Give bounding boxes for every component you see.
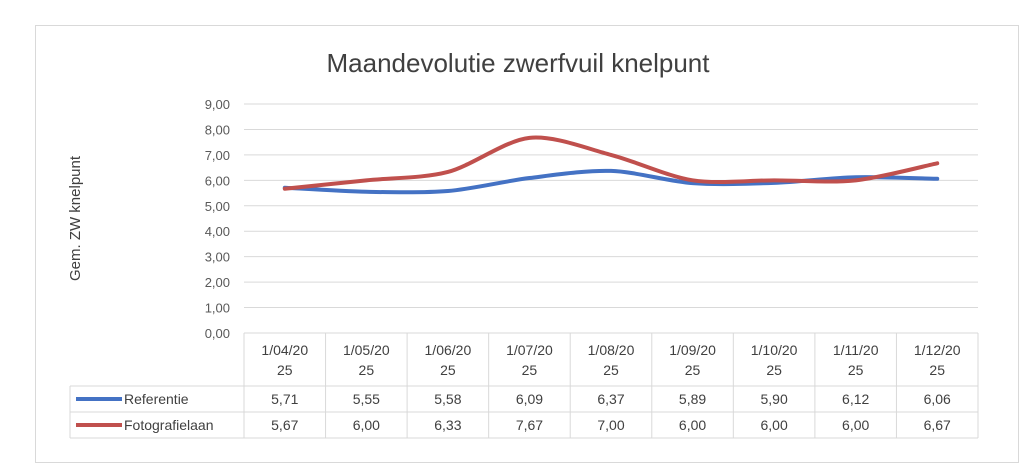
legend-label-referentie: Referentie [124,391,189,407]
y-tick-label: 6,00 [205,173,230,188]
data-label: 5,90 [760,391,787,407]
x-tick-label: 1/11/20 25 [833,342,879,378]
y-tick-labels: 0,00 1,00 2,00 3,00 4,00 5,00 6,00 7,00 8,00 9,00 [205,97,230,341]
data-label: 5,71 [271,391,298,407]
data-label: 5,55 [353,391,380,407]
series-line-referentie [282,168,940,195]
data-label: 6,33 [434,417,461,433]
y-tick-label: 2,00 [205,275,230,290]
y-tick-label: 1,00 [205,301,230,316]
x-tick-label: 1/12/20 25 [914,342,961,378]
data-label: 6,06 [924,391,951,407]
y-tick-label: 3,00 [205,250,230,265]
data-label: 5,89 [679,391,706,407]
y-tick-label: 4,00 [205,224,230,239]
data-label: 6,09 [516,391,543,407]
x-tick-label: 1/07/20 25 [506,342,553,378]
y-tick-label: 7,00 [205,148,230,163]
y-axis-label: Gem. ZW knelpunt [67,155,84,281]
chart-title: Maandevolutie zwerfvuil knelpunt [327,48,711,78]
y-tick-label: 8,00 [205,122,230,137]
x-tick-label: 1/06/20 25 [425,342,472,378]
y-tick-label: 5,00 [205,199,230,214]
data-label: 6,00 [842,417,869,433]
data-label: 6,00 [353,417,380,433]
x-tick-label: 1/09/20 25 [669,342,716,378]
x-tick-label: 1/10/20 25 [751,342,798,378]
chart-frame [35,25,1019,463]
data-label: 7,67 [516,417,543,433]
gridlines [244,103,978,334]
data-label: 6,12 [842,391,869,407]
data-label: 6,00 [679,417,706,433]
x-tick-label: 1/08/20 25 [588,342,635,378]
x-tick-label: 1/04/20 25 [261,342,308,378]
data-label: 7,00 [597,417,624,433]
data-label: 5,58 [434,391,461,407]
x-tick-label: 1/05/20 25 [343,342,390,378]
y-tick-label: 9,00 [205,97,230,112]
legend-label-fotografielaan: Fotografielaan [124,417,214,433]
series-lines [282,135,940,195]
data-label: 6,67 [924,417,951,433]
data-label: 5,67 [271,417,298,433]
y-tick-label: 0,00 [205,326,230,341]
data-label: 6,00 [760,417,787,433]
series-line-fotografielaan [282,135,940,191]
data-table: 1/04/20 25 1/05/20 25 1/06/20 25 1/07/20 25 1/08… [69,333,979,439]
data-label: 6,37 [597,391,624,407]
